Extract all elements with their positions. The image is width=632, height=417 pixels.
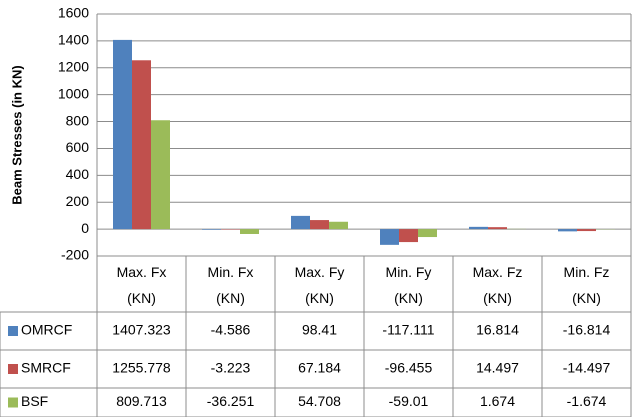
y-tick-label: -200 — [61, 247, 89, 263]
bar — [291, 215, 310, 230]
bar — [132, 60, 151, 230]
table-value: -16.814 — [563, 322, 611, 338]
table-value: 1407.323 — [112, 322, 171, 338]
y-tick-label: 1400 — [58, 32, 89, 48]
legend-swatch — [8, 397, 18, 408]
y-tick-label: 1000 — [58, 85, 89, 101]
y-tick-label: 200 — [66, 193, 90, 209]
bar — [399, 229, 418, 243]
table-value: -1.674 — [567, 393, 607, 409]
x-tick-label: Min. Fz (KN) — [563, 264, 610, 306]
legend-swatch — [8, 326, 18, 336]
table-value: 14.497 — [476, 360, 519, 376]
legend-label: SMRCF — [21, 360, 71, 376]
table-value: 16.814 — [476, 322, 519, 338]
table-value: 1.674 — [480, 393, 515, 409]
bar — [240, 229, 259, 234]
table-value: 98.41 — [302, 322, 337, 338]
x-tick-label: Max. Fz (KN) — [472, 264, 523, 306]
legend-label: BSF — [21, 393, 48, 409]
bar — [469, 226, 488, 230]
x-tick-label: Min. Fx (KN) — [207, 264, 254, 306]
y-tick-label: 400 — [66, 166, 90, 182]
x-tick-label: Max. Fx (KN) — [116, 264, 167, 306]
y-axis-label: Beam Stresses (in KN) — [9, 65, 24, 204]
table-value: -117.111 — [382, 322, 434, 338]
y-tick-label: 600 — [66, 139, 90, 155]
bar — [113, 39, 132, 230]
bar — [488, 227, 507, 230]
bar — [310, 220, 329, 230]
table-value: 1255.778 — [112, 360, 171, 376]
bar — [329, 221, 348, 230]
table-value: 809.713 — [116, 393, 167, 409]
table-value: -59.01 — [389, 393, 429, 409]
bar — [202, 229, 221, 230]
table-value: -96.455 — [385, 360, 433, 376]
bar — [151, 120, 170, 230]
legend-label: OMRCF — [21, 322, 72, 338]
bar — [418, 229, 437, 238]
legend-swatch — [8, 364, 18, 374]
bar — [577, 229, 596, 232]
table-value: 67.184 — [298, 360, 341, 376]
table-value: -36.251 — [207, 393, 255, 409]
table-value: -14.497 — [563, 360, 611, 376]
y-tick-label: 1200 — [58, 58, 89, 74]
x-tick-label: Max. Fy (KN) — [294, 264, 345, 306]
y-tick-label: 800 — [66, 112, 90, 128]
table-value: -4.586 — [211, 322, 251, 338]
bar — [558, 229, 577, 232]
table-value: 54.708 — [298, 393, 341, 409]
table-value: -3.223 — [211, 360, 251, 376]
y-tick-label: 0 — [81, 220, 89, 236]
x-tick-label: Min. Fy (KN) — [385, 264, 432, 306]
bar — [380, 229, 399, 245]
y-tick-label: 1600 — [58, 5, 89, 21]
